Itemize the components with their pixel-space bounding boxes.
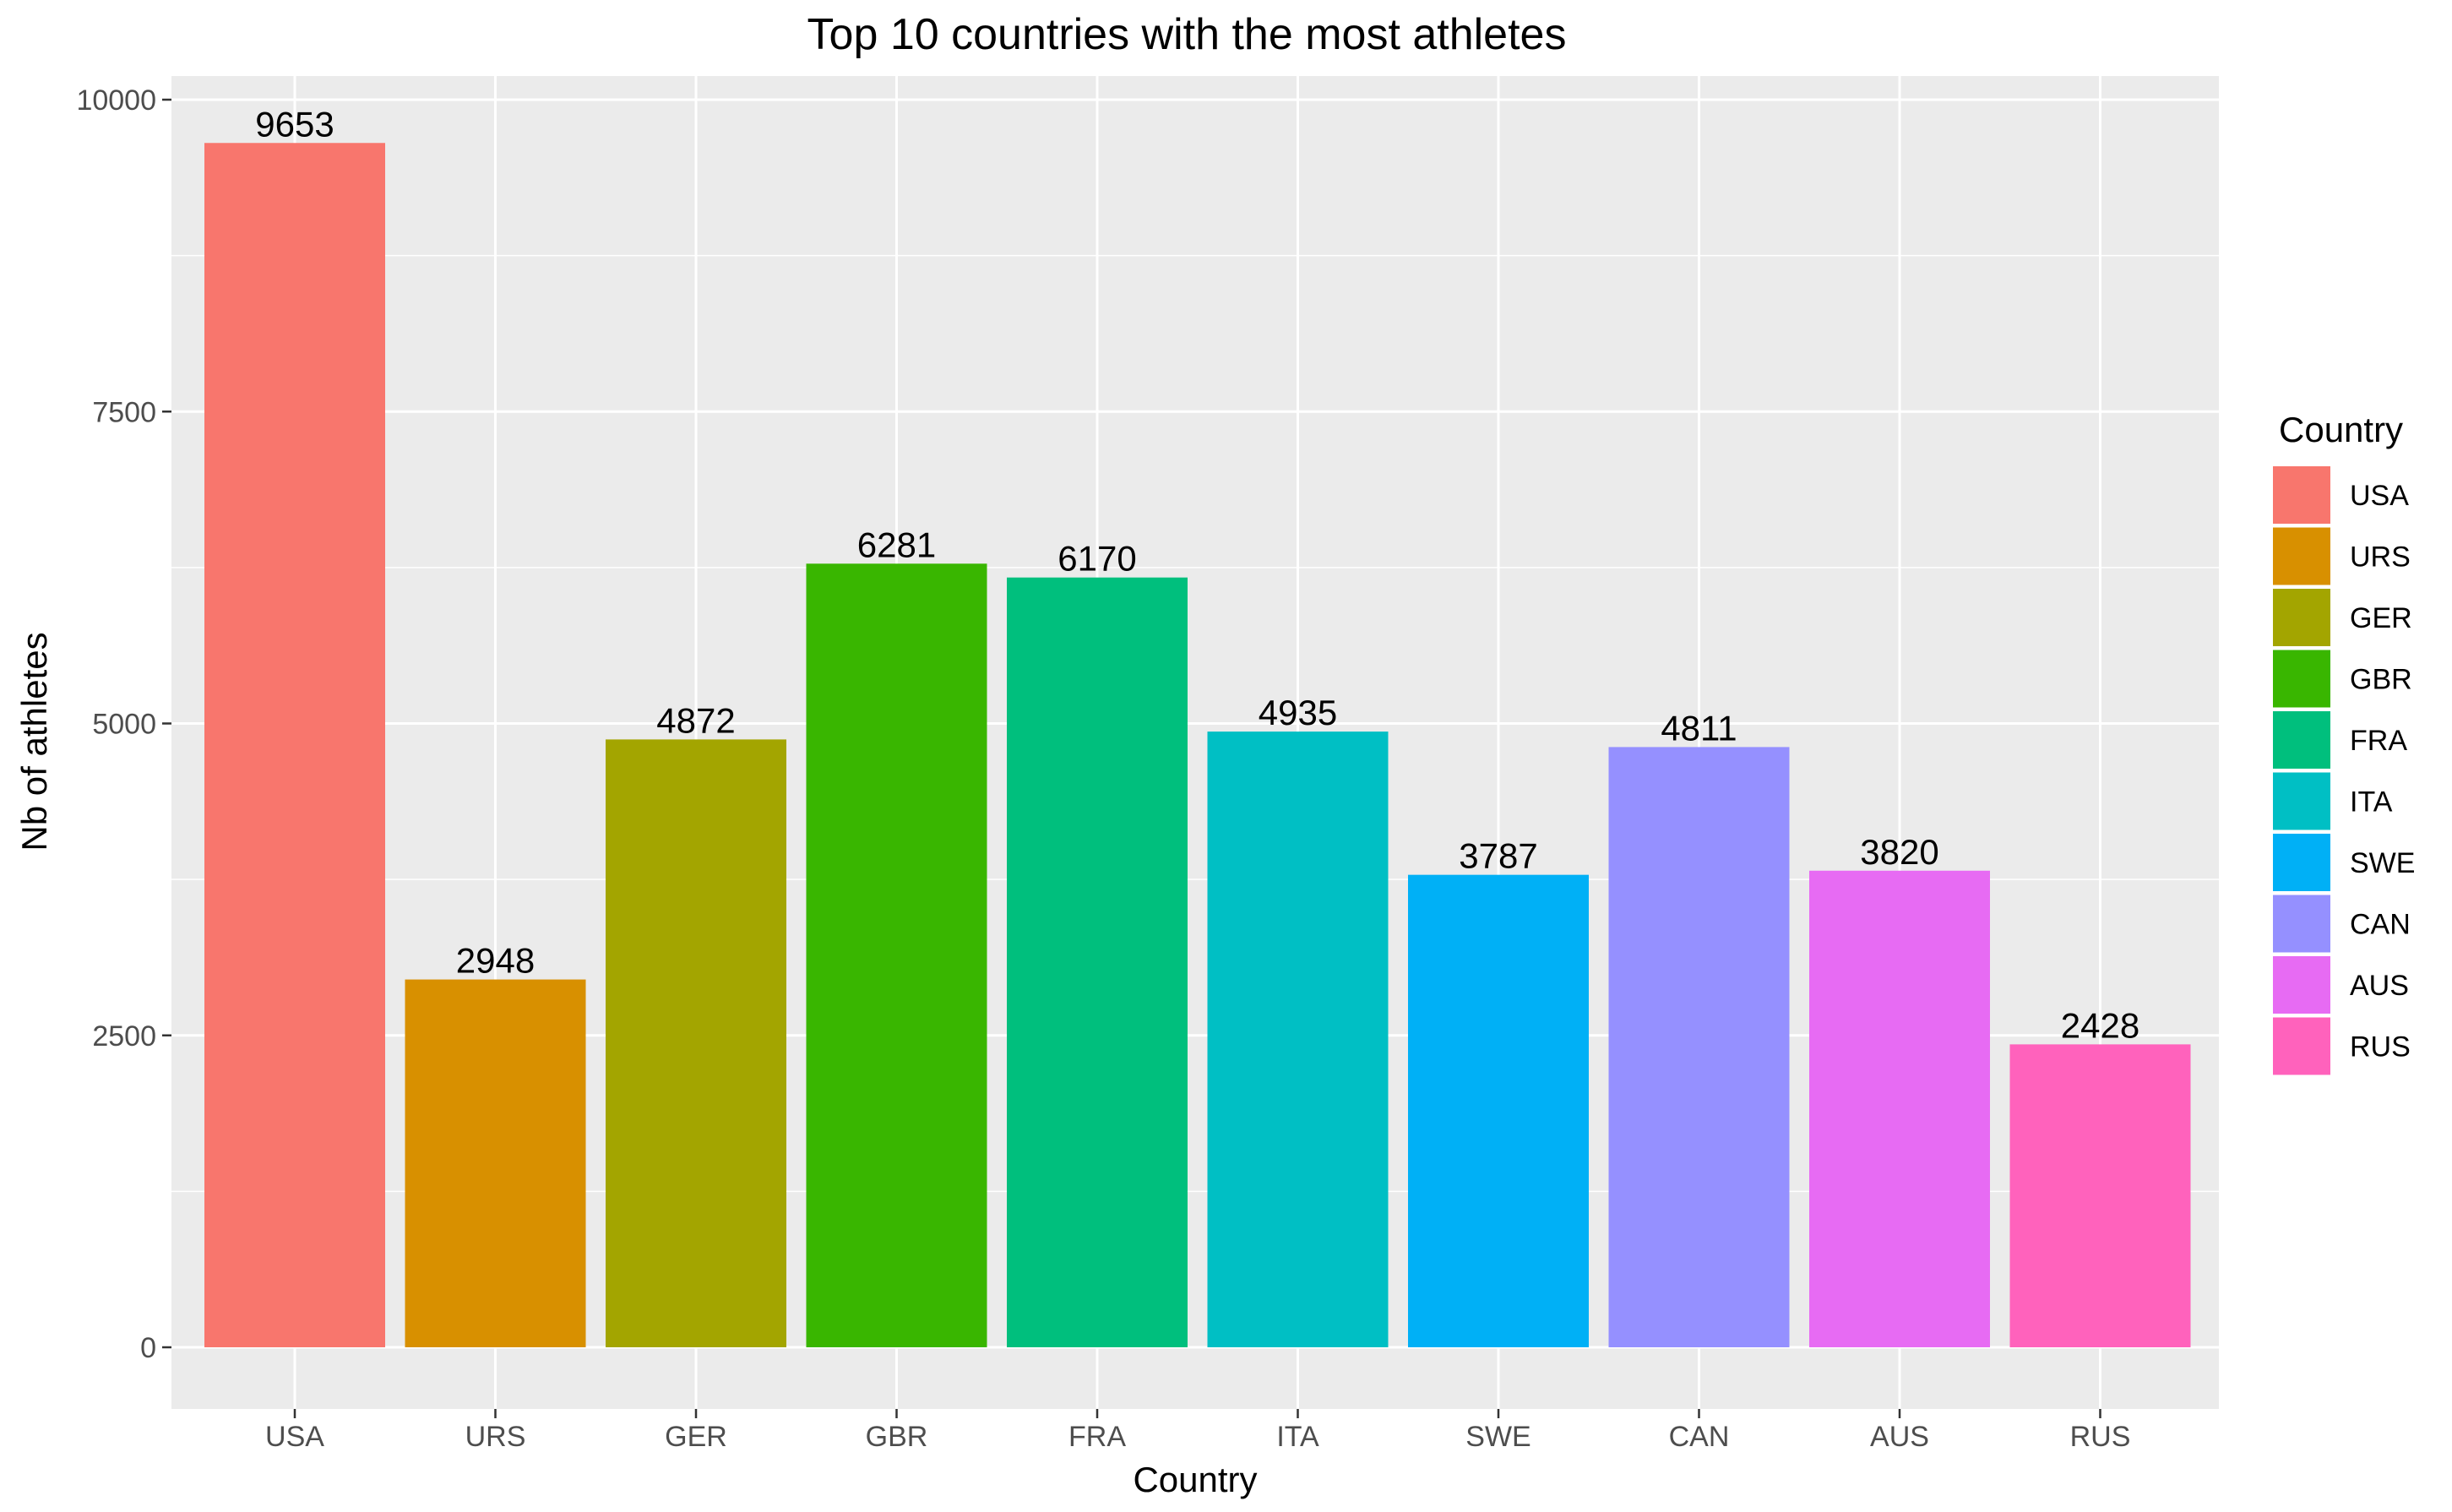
legend-key-ita xyxy=(2273,772,2330,830)
data-label-usa: 9653 xyxy=(255,104,334,144)
legend-label-urs: URS xyxy=(2350,541,2411,574)
x-tick-label-ger: GER xyxy=(665,1421,727,1453)
legend-label-can: CAN xyxy=(2350,909,2411,941)
y-tick-label: 7500 xyxy=(92,396,156,428)
x-tick-label-rus: RUS xyxy=(2070,1421,2131,1453)
y-tick-label: 2500 xyxy=(92,1020,156,1052)
bar-ger xyxy=(606,739,786,1347)
y-axis: 0 2500 5000 7500 10000 xyxy=(76,84,171,1364)
legend-key-usa xyxy=(2273,466,2330,524)
data-label-urs: 2948 xyxy=(456,941,535,981)
data-label-can: 4811 xyxy=(1661,708,1737,748)
bar-urs xyxy=(405,979,586,1347)
legend-key-ger xyxy=(2273,589,2330,646)
x-tick-label-swe: SWE xyxy=(1465,1421,1530,1453)
x-tick-label-can: CAN xyxy=(1669,1421,1730,1453)
y-axis-title: Nb of athletes xyxy=(14,632,54,851)
bar-fra xyxy=(1007,577,1188,1347)
data-label-ger: 4872 xyxy=(656,700,735,740)
chart-title: Top 10 countries with the most athletes xyxy=(807,10,1567,59)
data-label-aus: 3820 xyxy=(1860,832,1938,872)
legend: Country USA URS GER GBR FRA ITA SWE CAN AUS RUS xyxy=(2273,410,2415,1075)
x-tick-label-fra: FRA xyxy=(1068,1421,1126,1453)
legend-label-aus: AUS xyxy=(2350,970,2409,1002)
legend-label-rus: RUS xyxy=(2350,1031,2411,1063)
bar-aus xyxy=(1809,870,1990,1347)
x-tick-label-ita: ITA xyxy=(1276,1421,1319,1453)
bar-rus xyxy=(2009,1044,2191,1347)
bars xyxy=(204,143,2191,1347)
x-tick-label-gbr: GBR xyxy=(866,1421,928,1453)
data-label-ita: 4935 xyxy=(1259,693,1337,732)
data-labels: 9653 2948 4872 6281 6170 4935 3787 4811 3820 2428 xyxy=(255,104,2139,1045)
bar-gbr xyxy=(806,563,987,1347)
x-tick-label-usa: USA xyxy=(265,1421,324,1453)
data-label-swe: 3787 xyxy=(1459,836,1537,876)
bar-can xyxy=(1608,747,1790,1347)
legend-label-fra: FRA xyxy=(2350,725,2407,757)
data-label-rus: 2428 xyxy=(2061,1005,2139,1045)
x-axis-title: Country xyxy=(1133,1460,1257,1499)
y-tick-label: 10000 xyxy=(76,84,156,117)
x-tick-label-aus: AUS xyxy=(1870,1421,1929,1453)
legend-key-fra xyxy=(2273,711,2330,769)
legend-key-can xyxy=(2273,895,2330,953)
legend-title: Country xyxy=(2279,410,2403,449)
bar-swe xyxy=(1408,874,1589,1347)
data-label-fra: 6170 xyxy=(1057,539,1136,579)
legend-key-rus xyxy=(2273,1017,2330,1075)
legend-label-gbr: GBR xyxy=(2350,664,2412,696)
legend-label-usa: USA xyxy=(2350,480,2409,512)
legend-label-ger: GER xyxy=(2350,602,2412,634)
legend-label-swe: SWE xyxy=(2350,847,2415,879)
bar-usa xyxy=(204,143,385,1347)
legend-key-swe xyxy=(2273,834,2330,891)
y-tick-label: 5000 xyxy=(92,709,156,741)
legend-key-gbr xyxy=(2273,650,2330,708)
legend-label-ita: ITA xyxy=(2350,786,2393,819)
data-label-gbr: 6281 xyxy=(857,525,936,564)
x-tick-label-urs: URS xyxy=(465,1421,526,1453)
legend-key-aus xyxy=(2273,956,2330,1014)
x-axis: USA URS GER GBR FRA ITA SWE CAN AUS RUS xyxy=(265,1409,2130,1453)
bar-ita xyxy=(1207,732,1389,1347)
legend-key-urs xyxy=(2273,527,2330,585)
y-tick-label: 0 xyxy=(140,1332,156,1364)
